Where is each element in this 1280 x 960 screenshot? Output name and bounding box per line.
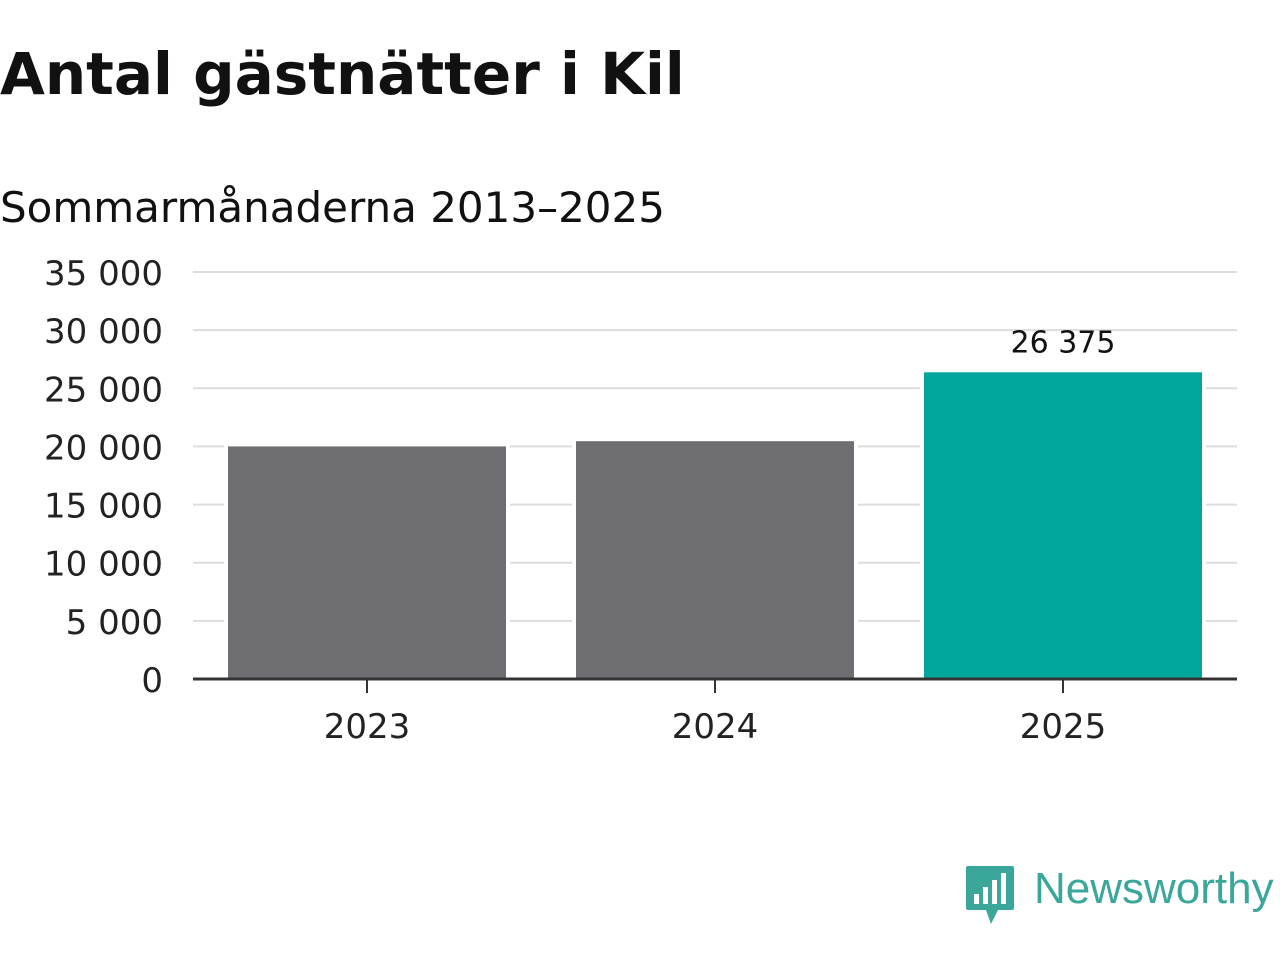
brand-name: Newsworthy — [1034, 864, 1274, 913]
y-tick-label: 5 000 — [66, 603, 163, 643]
chart-title: Antal gästnätter i Kil — [0, 40, 685, 108]
bar — [924, 372, 1202, 679]
y-tick-label: 15 000 — [44, 487, 163, 527]
data-label: 26 375 — [1011, 325, 1116, 360]
y-tick-label: 10 000 — [44, 545, 163, 585]
y-tick-label: 35 000 — [44, 254, 163, 294]
y-tick-label: 30 000 — [44, 312, 163, 352]
y-tick-label: 20 000 — [44, 428, 163, 468]
chart-subtitle: Sommarmånaderna 2013–2025 — [0, 183, 665, 232]
x-tick-label: 2024 — [672, 707, 759, 747]
newsworthy-logo: Newsworthy — [964, 864, 1274, 928]
bar — [228, 446, 506, 679]
x-tick-label: 2025 — [1020, 707, 1107, 747]
x-tick-label: 2023 — [324, 707, 411, 747]
bar — [576, 441, 854, 679]
y-tick-label: 0 — [141, 661, 163, 701]
newsworthy-logo-icon — [966, 866, 1014, 924]
y-tick-label: 25 000 — [44, 370, 163, 410]
